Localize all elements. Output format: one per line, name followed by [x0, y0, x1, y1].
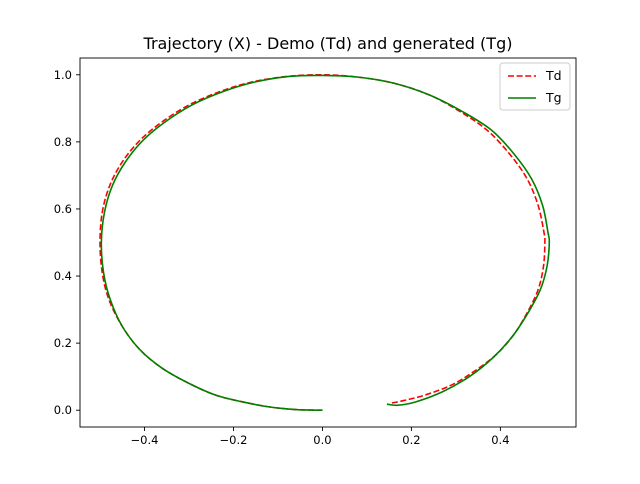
legend-label-tg: Tg — [545, 90, 562, 105]
x-tick-label: 0.4 — [491, 433, 509, 447]
legend-label-td: Td — [545, 68, 562, 83]
y-tick-label: 1.0 — [54, 68, 72, 82]
chart-title: Trajectory (X) - Demo (Td) and generated… — [143, 34, 513, 53]
axes: −0.4 −0.2 0.0 0.2 0.4 0.0 0.2 0.4 0.6 0.8 1.0 — [54, 57, 577, 447]
y-tick-label: 0.0 — [54, 403, 72, 417]
y-tick-label: 0.8 — [54, 135, 72, 149]
y-tick-label: 0.4 — [54, 269, 72, 283]
y-tick-label: 0.6 — [54, 202, 72, 216]
x-tick-label: −0.2 — [220, 433, 248, 447]
y-tick-label: 0.2 — [54, 336, 72, 350]
x-tick-label: 0.2 — [402, 433, 420, 447]
series-line-tg — [100, 74, 551, 412]
legend: Td Tg — [499, 62, 571, 111]
plot-area — [99, 73, 551, 412]
x-tick-label: −0.4 — [131, 433, 159, 447]
x-tick-label: 0.0 — [313, 433, 331, 447]
axes-frame — [79, 57, 577, 428]
